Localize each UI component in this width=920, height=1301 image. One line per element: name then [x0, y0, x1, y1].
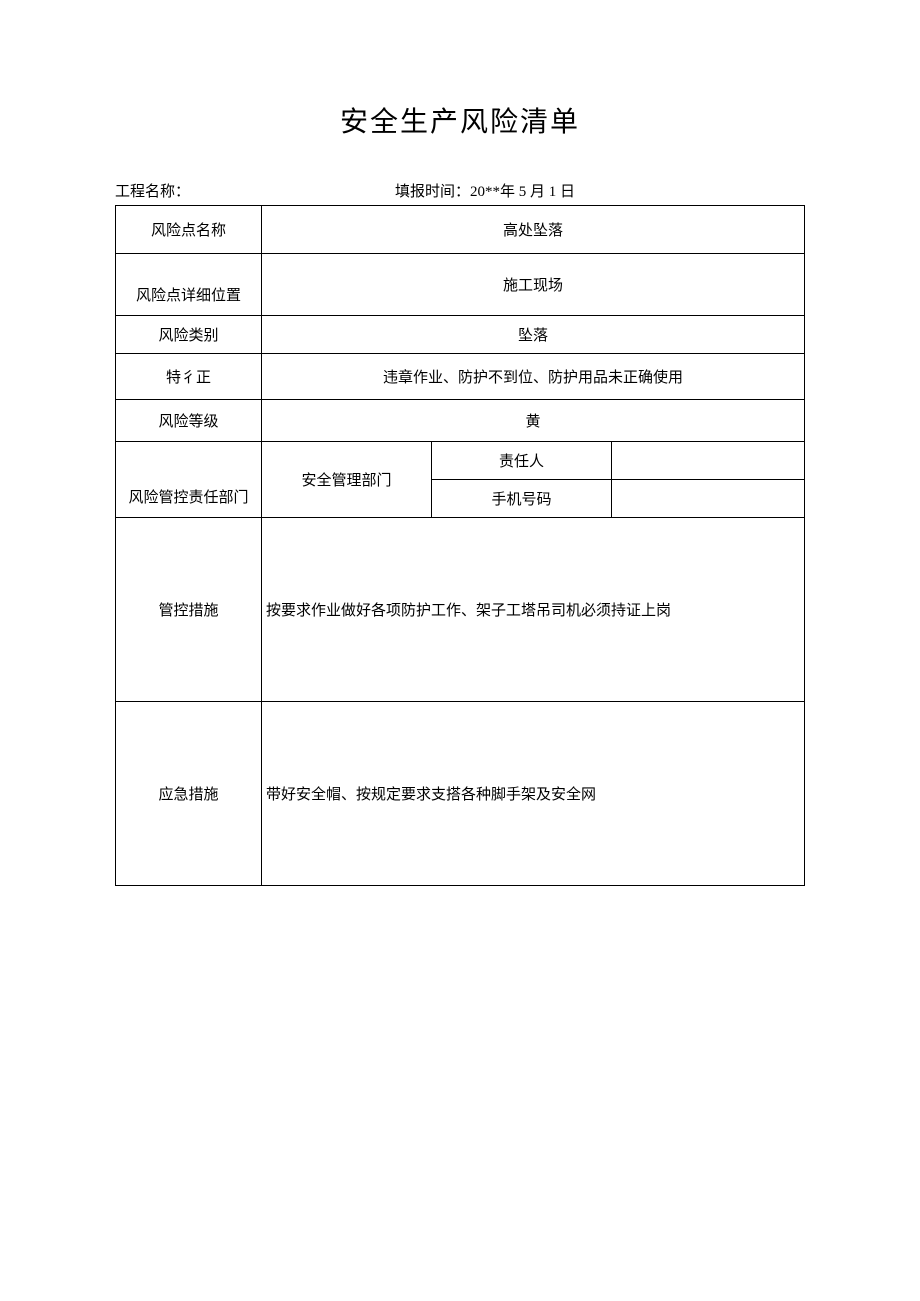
- risk-level-label: 风险等级: [116, 400, 262, 442]
- table-row: 风险等级 黄: [116, 400, 805, 442]
- document-title: 安全生产风险清单: [115, 100, 805, 140]
- control-measures-label: 管控措施: [116, 518, 262, 702]
- table-row: 特彳正 违章作业、防护不到位、防护用品未正确使用: [116, 354, 805, 400]
- phone-value: [612, 480, 805, 518]
- header-row: 工程名称： 填报时间：20**年 5 月 1 日: [115, 180, 805, 201]
- table-row: 风险类别 坠落: [116, 316, 805, 354]
- risk-point-name-label: 风险点名称: [116, 206, 262, 254]
- characteristic-label: 特彳正: [116, 354, 262, 400]
- risk-location-label: 风险点详细位置: [116, 254, 262, 316]
- responsible-person-label: 责任人: [432, 442, 612, 480]
- risk-point-name-value: 高处坠落: [262, 206, 805, 254]
- table-row: 应急措施 带好安全帽、按规定要求支搭各种脚手架及安全网: [116, 702, 805, 886]
- risk-category-label: 风险类别: [116, 316, 262, 354]
- responsible-person-value: [612, 442, 805, 480]
- table-row: 风险点名称 高处坠落: [116, 206, 805, 254]
- responsible-dept-label: 风险管控责任部门: [116, 442, 262, 518]
- responsible-dept-value: 安全管理部门: [262, 442, 432, 518]
- risk-level-value: 黄: [262, 400, 805, 442]
- project-name-label: 工程名称：: [115, 180, 395, 201]
- emergency-measures-value: 带好安全帽、按规定要求支搭各种脚手架及安全网: [262, 702, 805, 886]
- characteristic-value: 违章作业、防护不到位、防护用品未正确使用: [262, 354, 805, 400]
- control-measures-value: 按要求作业做好各项防护工作、架子工塔吊司机必须持证上岗: [262, 518, 805, 702]
- risk-table: 风险点名称 高处坠落 风险点详细位置 施工现场 风险类别 坠落 特彳正 违章作业…: [115, 205, 805, 886]
- report-time-value: 20**年 5 月 1 日: [470, 184, 575, 200]
- risk-location-value: 施工现场: [262, 254, 805, 316]
- report-time-label: 填报时间：: [395, 184, 470, 200]
- table-row: 风险点详细位置 施工现场: [116, 254, 805, 316]
- report-time: 填报时间：20**年 5 月 1 日: [395, 180, 805, 201]
- table-row: 风险管控责任部门 安全管理部门 责任人: [116, 442, 805, 480]
- phone-label: 手机号码: [432, 480, 612, 518]
- emergency-measures-label: 应急措施: [116, 702, 262, 886]
- risk-category-value: 坠落: [262, 316, 805, 354]
- table-row: 管控措施 按要求作业做好各项防护工作、架子工塔吊司机必须持证上岗: [116, 518, 805, 702]
